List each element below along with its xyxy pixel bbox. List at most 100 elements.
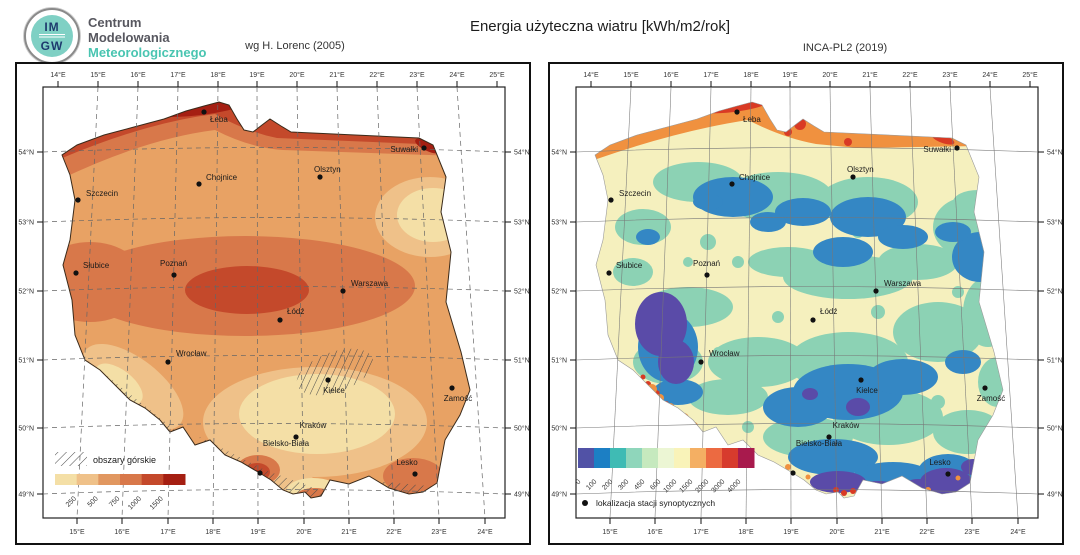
lat-tick-label: 49°N <box>1047 491 1063 499</box>
station-dot <box>277 317 283 323</box>
lon-tick-label: 20°E <box>822 71 838 79</box>
lat-tick-label: 50°N <box>514 425 530 433</box>
axis-ticks: 14°E 15°E 16°E 17°E 18°E 19°E 20°E 21°E 22°E 23°E… <box>551 71 1062 536</box>
poland-outline <box>594 101 1004 499</box>
parallel-line <box>575 355 1039 361</box>
lon-tick-label: 24°E <box>449 71 465 79</box>
station-label: Poznań <box>160 259 187 268</box>
hatch-label: obszary górskie <box>93 455 156 465</box>
station-dot <box>165 359 171 365</box>
stations: Łeba Suwałki Chojnice Olsztyn Szczecin Słubic… <box>73 109 472 477</box>
lon-tick-label: 20°E <box>829 528 845 536</box>
meridian-line <box>949 86 973 519</box>
parallel-line <box>575 147 1039 153</box>
lon-tick-label: 16°E <box>130 71 146 79</box>
lon-tick-label: 18°E <box>738 528 754 536</box>
station-dot <box>73 270 79 276</box>
lat-tick-label: 53°N <box>18 219 34 227</box>
station-label: Łeba <box>743 115 761 124</box>
graticule <box>575 86 1039 519</box>
meridian-line <box>745 86 752 519</box>
station-label: Suwałki <box>923 145 951 154</box>
station-label: Łeba <box>210 115 228 124</box>
lon-tick-label: 20°E <box>296 528 312 536</box>
parallel-line <box>42 489 506 495</box>
org-line3: Meteorologicznego <box>88 45 207 60</box>
meridian-line <box>789 86 792 519</box>
station-label: Wrocław <box>709 349 740 358</box>
station-label: Słubice <box>616 261 643 270</box>
colorbar-segment <box>690 448 707 468</box>
lat-tick-label: 52°N <box>18 288 34 296</box>
station-label: Zamość <box>977 394 1005 403</box>
colorbar-segment <box>738 448 755 468</box>
meridian-line <box>700 86 712 519</box>
station-label: Bielsko-Biała <box>263 439 310 448</box>
left-map-subtitle: wg H. Lorenc (2005) <box>245 40 345 52</box>
lon-tick-label: 23°E <box>942 71 958 79</box>
colorbar-segment <box>594 448 611 468</box>
lat-tick-label: 49°N <box>18 491 34 499</box>
meridian-line <box>989 86 1019 519</box>
lon-tick-label: 21°E <box>341 528 357 536</box>
station-dot <box>982 385 988 391</box>
lat-tick-label: 53°N <box>551 219 567 227</box>
station-dot <box>412 471 418 477</box>
lon-tick-label: 17°E <box>693 528 709 536</box>
station-label: Zamość <box>444 394 472 403</box>
lat-tick-label: 54°N <box>514 149 530 157</box>
lat-tick-label: 53°N <box>1047 219 1063 227</box>
colorbar-segment <box>163 474 186 485</box>
lon-tick-label: 17°E <box>160 528 176 536</box>
station-label: Chojnice <box>739 173 771 182</box>
station-dot <box>954 145 960 151</box>
org-line1: Centrum <box>88 15 142 30</box>
lon-tick-label: 22°E <box>369 71 385 79</box>
station-label: Łódź <box>820 307 837 316</box>
lon-tick-label: 16°E <box>663 71 679 79</box>
lon-tick-label: 24°E <box>982 71 998 79</box>
station-dot <box>790 470 796 476</box>
lat-tick-label: 54°N <box>1047 149 1063 157</box>
meridian-line <box>869 86 883 519</box>
meridian-line <box>909 86 928 519</box>
logo-waves-icon <box>39 33 65 39</box>
inca-map: 14°E 15°E 16°E 17°E 18°E 19°E 20°E 21°E 22°E 23°E… <box>548 62 1064 545</box>
station-dot <box>340 288 346 294</box>
station-dot <box>449 385 455 391</box>
colorbar-segment <box>722 448 739 468</box>
lon-tick-label: 19°E <box>782 71 798 79</box>
lon-tick-label: 18°E <box>743 71 759 79</box>
lon-tick-label: 16°E <box>647 528 663 536</box>
lat-tick-label: 52°N <box>1047 288 1063 296</box>
map-frame <box>575 86 1039 519</box>
lon-tick-label: 22°E <box>902 71 918 79</box>
imgw-logo-icon: IM GW <box>24 8 80 64</box>
station-dot <box>698 359 704 365</box>
lat-tick-label: 51°N <box>551 357 567 365</box>
station-label: Poznań <box>693 259 720 268</box>
lat-tick-label: 50°N <box>1047 425 1063 433</box>
station-dot <box>608 197 614 203</box>
station-label: Kraków <box>300 421 327 430</box>
lat-tick-label: 54°N <box>551 149 567 157</box>
station-dot <box>317 174 323 180</box>
station-dot <box>945 471 951 477</box>
hatch-swatch <box>55 452 87 466</box>
colorbar-segment <box>76 474 99 485</box>
parallel-line <box>575 423 1039 429</box>
lon-tick-label: 15°E <box>90 71 106 79</box>
lat-tick-label: 50°N <box>551 425 567 433</box>
lon-tick-label: 14°E <box>583 71 599 79</box>
station-label: Łódź <box>287 307 304 316</box>
colorbar-segment <box>98 474 121 485</box>
station-label: Słubice <box>83 261 110 270</box>
lon-tick-label: 14°E <box>50 71 66 79</box>
station-dot <box>196 181 202 187</box>
station-dot <box>704 272 710 278</box>
lon-tick-label: 22°E <box>386 528 402 536</box>
colorbar-segment <box>141 474 164 485</box>
lat-tick-label: 49°N <box>551 491 567 499</box>
lon-tick-label: 23°E <box>431 528 447 536</box>
station-label: Szczecin <box>86 189 118 198</box>
